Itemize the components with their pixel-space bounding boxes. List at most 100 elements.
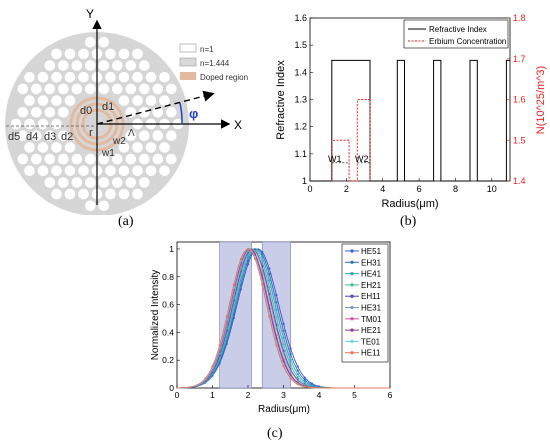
legend-b-label-er: Erbium Concentration xyxy=(429,37,506,46)
marker-eh21 xyxy=(261,260,264,263)
legend-c-label-he41: HE41 xyxy=(361,270,382,279)
air-hole-73 xyxy=(37,142,49,153)
d0-label: d0 xyxy=(80,105,92,117)
air-hole-14 xyxy=(112,60,123,71)
air-hole-111 xyxy=(51,188,62,200)
marker-he51 xyxy=(282,322,285,325)
marker-eh21 xyxy=(239,274,242,277)
air-hole-71 xyxy=(166,130,177,141)
xtick-label-b-5: 10 xyxy=(487,184,497,194)
marker-he11 xyxy=(225,315,228,318)
xtick-label-c-0: 0 xyxy=(175,390,180,400)
air-hole-90 xyxy=(152,153,164,165)
d5-label: d5 xyxy=(8,131,20,143)
marker-he51 xyxy=(261,250,264,253)
legend-c: HE51 EH31 HE41 EH21 EH11 HE31 TM01 HE21 TE01 HE11 xyxy=(341,243,389,363)
legend-c-label-he21: HE21 xyxy=(361,326,382,335)
marker-he31 xyxy=(282,352,285,355)
air-hole-12 xyxy=(85,60,96,71)
air-hole-19 xyxy=(51,71,62,83)
marker-he41 xyxy=(296,372,299,376)
legend-label-doped: Doped region xyxy=(200,73,248,82)
air-hole-110 xyxy=(139,177,150,188)
marker-he51 xyxy=(289,347,292,350)
marker-he31 xyxy=(289,369,292,372)
legend-c-label-he31: HE31 xyxy=(361,304,382,313)
ytick-label-c-5: 1 xyxy=(169,244,174,254)
marker-he41 xyxy=(275,308,278,311)
xtick-label-b-2: 4 xyxy=(380,184,385,194)
ytick-label-b-4: 1.4 xyxy=(294,67,307,77)
air-hole-94 xyxy=(51,165,62,177)
ytick-right-label-b-0: 1.4 xyxy=(513,176,526,186)
ylabel-c: Normalized Intensity xyxy=(150,270,161,361)
air-hole-50 xyxy=(44,107,56,118)
air-hole-55 xyxy=(166,107,177,118)
air-hole-66 xyxy=(44,130,56,141)
marker-he51 xyxy=(303,376,306,379)
lambda-label: Λ xyxy=(128,128,135,139)
marker-he11 xyxy=(296,383,299,386)
marker-he31 xyxy=(261,267,264,270)
air-hole-32 xyxy=(71,83,83,95)
air-hole-54 xyxy=(152,107,164,118)
air-hole-29 xyxy=(31,83,42,95)
air-hole-89 xyxy=(139,153,150,165)
marker-eh21 xyxy=(296,376,299,379)
air-hole-108 xyxy=(112,177,123,188)
air-hole-116 xyxy=(118,188,130,200)
ytick-label-b-5: 1.5 xyxy=(294,40,307,50)
legend-c-marker-he21 xyxy=(350,328,354,332)
marker-he11 xyxy=(254,257,257,260)
marker-he51 xyxy=(296,365,299,368)
air-hole-52 xyxy=(125,107,137,118)
air-hole-16 xyxy=(139,60,150,71)
caption-a: (a) xyxy=(118,214,134,229)
ylabel-b: Refractive Index xyxy=(275,60,287,140)
legend-c-label-eh21: EH21 xyxy=(361,281,382,290)
air-hole-40 xyxy=(24,95,35,106)
air-hole-15 xyxy=(125,60,137,71)
ytick-label-b-0: 1 xyxy=(302,176,307,186)
legend-c-marker-he51 xyxy=(350,249,354,253)
legend-c-label-eh11: EH11 xyxy=(361,292,381,301)
air-hole-83 xyxy=(58,153,69,165)
air-hole-33 xyxy=(85,83,96,95)
marker-he51 xyxy=(246,263,250,266)
xtick-label-b-0: 0 xyxy=(307,184,312,194)
air-hole-0 xyxy=(85,36,96,48)
air-hole-34 xyxy=(98,83,110,95)
r-label: r xyxy=(89,127,93,139)
air-hole-85 xyxy=(85,153,96,165)
marker-eh31 xyxy=(268,273,271,276)
air-hole-11 xyxy=(71,60,83,71)
ytick-label-b-1: 1.1 xyxy=(294,149,307,159)
marker-he11 xyxy=(239,257,242,260)
xtick-label-c-5: 5 xyxy=(352,390,357,400)
air-hole-86 xyxy=(98,153,110,165)
legend-c-label-he51: HE51 xyxy=(361,247,382,256)
marker-he11 xyxy=(246,247,250,251)
legend-c-marker-eh31 xyxy=(350,260,354,264)
refractive-index-chart: 0 2 4 6 8 10 1 1.1 1.2 1.3 1.4 1.5 1.6 1.4 1.5 1.6 1.7 1.… xyxy=(275,13,547,210)
air-hole-41 xyxy=(37,95,49,106)
air-holes xyxy=(10,36,184,212)
air-hole-59 xyxy=(51,118,62,130)
air-hole-101 xyxy=(145,165,157,177)
d2-label: d2 xyxy=(61,131,73,143)
air-hole-96 xyxy=(78,165,89,177)
air-hole-70 xyxy=(152,130,164,141)
air-hole-95 xyxy=(64,165,76,177)
legend-b-label-ri: Refractive Index xyxy=(429,25,487,34)
air-hole-57 xyxy=(24,118,35,130)
air-hole-26 xyxy=(145,71,157,83)
air-hole-109 xyxy=(125,177,137,188)
marker-he41 xyxy=(303,380,306,383)
air-hole-13 xyxy=(98,60,110,71)
air-hole-81 xyxy=(31,153,42,165)
air-hole-100 xyxy=(132,165,143,177)
legend-c-marker-he31 xyxy=(350,305,354,310)
air-hole-76 xyxy=(118,142,130,153)
air-hole-3 xyxy=(64,48,76,60)
marker-he11 xyxy=(232,283,235,286)
